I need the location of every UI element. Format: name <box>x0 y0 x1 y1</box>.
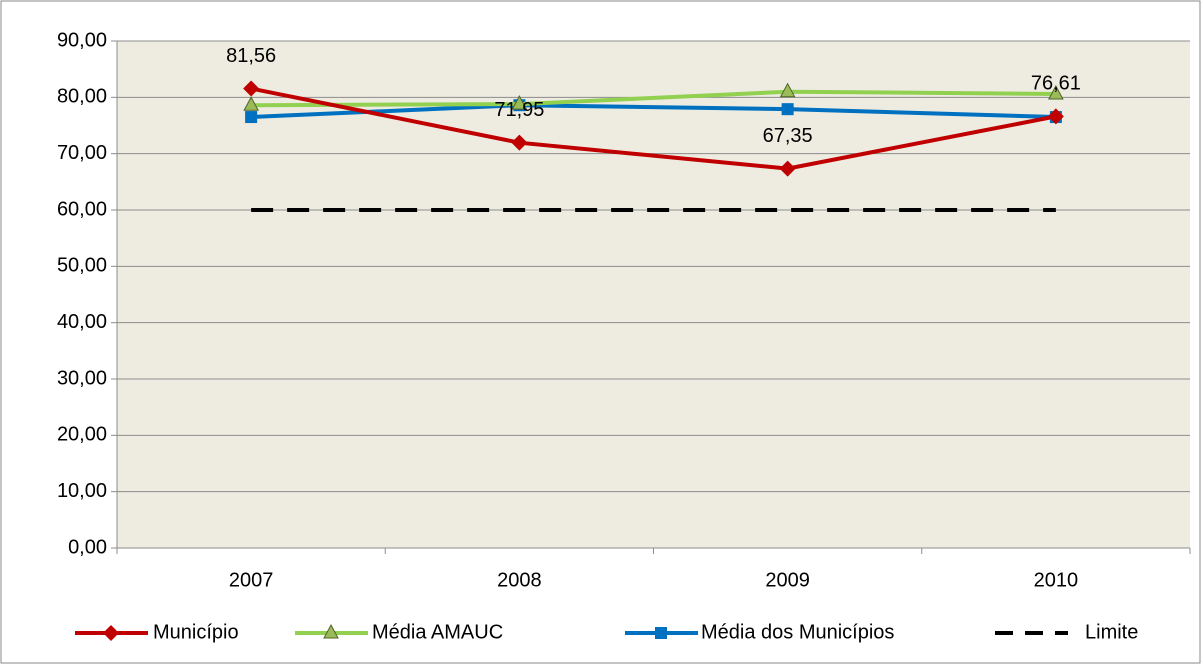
legend-item: Município <box>75 621 239 643</box>
legend-label: Município <box>153 621 239 643</box>
marker <box>323 623 339 639</box>
x-tick-label: 2008 <box>497 569 542 591</box>
marker <box>511 134 528 151</box>
legend-label: Média dos Municípios <box>701 621 894 643</box>
x-tick-label: 2010 <box>1034 569 1079 591</box>
marker <box>1048 84 1064 100</box>
series-line <box>250 86 1057 171</box>
y-tick-label: 40,00 <box>57 311 107 333</box>
y-tick-label: 90,00 <box>57 29 107 51</box>
marker <box>243 80 260 97</box>
x-tick-label: 2009 <box>765 569 810 591</box>
y-tick-label: 60,00 <box>57 198 107 220</box>
legend-label: Média AMAUC <box>372 621 503 643</box>
y-tick-label: 0,00 <box>68 536 107 558</box>
marker <box>781 103 794 116</box>
marker <box>511 95 528 110</box>
data-label: 81,56 <box>226 45 276 67</box>
marker <box>779 82 796 98</box>
legend-item: Limite <box>995 621 1138 643</box>
series-line <box>251 89 1056 108</box>
marker <box>779 160 796 177</box>
marker <box>243 96 259 111</box>
data-label: 76,61 <box>1031 73 1081 95</box>
y-tick-label: 20,00 <box>57 424 107 446</box>
marker <box>655 627 667 639</box>
y-tick-label: 30,00 <box>57 367 107 389</box>
y-tick-label: 70,00 <box>57 142 107 164</box>
legend-label: Limite <box>1085 621 1138 643</box>
x-tick-label: 2007 <box>229 569 274 591</box>
legend-item: Média AMAUC <box>295 621 503 643</box>
y-tick-label: 80,00 <box>57 86 107 108</box>
y-tick-label: 50,00 <box>57 255 107 277</box>
y-tick-label: 10,00 <box>57 480 107 502</box>
marker <box>245 111 258 124</box>
data-label: 67,35 <box>763 125 813 147</box>
legend-item: Média dos Municípios <box>625 621 894 643</box>
marker <box>103 625 119 641</box>
marker <box>1047 108 1064 125</box>
data-label: 71,95 <box>494 99 544 121</box>
series-line <box>251 103 1056 120</box>
